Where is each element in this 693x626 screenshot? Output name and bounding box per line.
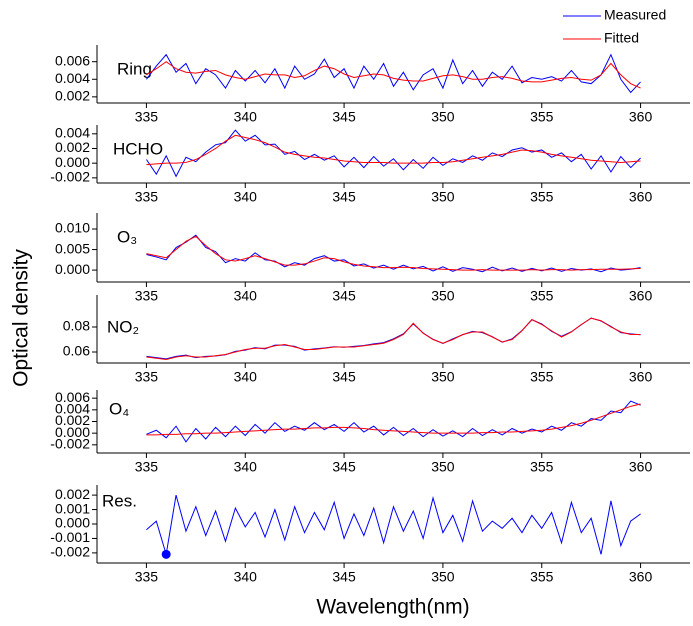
y-tick-label: 0.000: [55, 424, 90, 440]
panel-label: O₃: [117, 227, 137, 246]
y-tick-label: 0.006: [55, 389, 90, 405]
y-tick-label: -0.001: [50, 529, 90, 545]
x-tick-label: 355: [530, 459, 554, 475]
x-tick-label: 360: [629, 109, 653, 125]
y-tick-label: -0.002: [50, 436, 90, 452]
y-axis-label: Optical density: [10, 249, 33, 387]
x-tick-label: 345: [332, 459, 356, 475]
x-tick-label: 350: [431, 109, 455, 125]
x-tick-label: 345: [332, 109, 356, 125]
y-tick-label: 0.002: [55, 139, 90, 155]
x-tick-label: 340: [234, 569, 258, 585]
y-tick-label: 0.002: [55, 88, 90, 104]
y-tick-label: 0.000: [55, 515, 90, 531]
x-tick-label: 360: [629, 189, 653, 205]
x-tick-label: 350: [431, 288, 455, 304]
x-tick-label: 335: [135, 288, 159, 304]
y-tick-label: 0.005: [55, 240, 90, 256]
x-tick-label: 355: [530, 288, 554, 304]
y-tick-label: 0.006: [55, 52, 90, 68]
x-tick-label: 350: [431, 369, 455, 385]
x-tick-label: 355: [530, 109, 554, 125]
panel-label: HCHO: [113, 139, 163, 158]
series-line: [146, 134, 641, 166]
x-tick-label: 345: [332, 189, 356, 205]
y-tick-label: 0.08: [63, 318, 90, 334]
panel-label: Res.: [102, 491, 137, 510]
x-tick-label: 350: [431, 459, 455, 475]
x-tick-label: 340: [234, 459, 258, 475]
x-tick-label: 350: [431, 189, 455, 205]
y-tick-label: 0.002: [55, 486, 90, 502]
series-line: [146, 129, 641, 178]
y-tick-label: 0.000: [55, 154, 90, 170]
y-tick-label: 0.001: [55, 500, 90, 516]
legend-label: Measured: [604, 7, 666, 23]
y-tick-label: 0.004: [55, 125, 90, 141]
x-tick-label: 335: [135, 109, 159, 125]
x-tick-label: 350: [431, 569, 455, 585]
panel-label: O₄: [109, 399, 129, 418]
panel-label: Ring: [117, 59, 152, 78]
x-axis-label: Wavelength(nm): [316, 596, 469, 619]
point-marker: [161, 549, 171, 559]
series-line: [146, 400, 641, 443]
series-line: [146, 234, 641, 273]
series-line: [146, 235, 641, 271]
x-tick-label: 360: [629, 569, 653, 585]
x-tick-label: 355: [530, 189, 554, 205]
x-tick-label: 360: [629, 459, 653, 475]
x-tick-label: 345: [332, 288, 356, 304]
series-line: [146, 317, 641, 360]
x-tick-label: 340: [234, 109, 258, 125]
y-tick-label: 0.002: [55, 412, 90, 428]
x-tick-label: 335: [135, 369, 159, 385]
y-tick-label: -0.002: [50, 169, 90, 185]
y-tick-label: 0.004: [55, 70, 90, 86]
x-tick-label: 355: [530, 569, 554, 585]
y-tick-label: 0.06: [63, 343, 90, 359]
x-tick-label: 335: [135, 189, 159, 205]
series-line: [146, 61, 641, 89]
legend-label: Fitted: [604, 30, 639, 46]
x-tick-label: 340: [234, 288, 258, 304]
x-tick-label: 355: [530, 369, 554, 385]
x-tick-label: 345: [332, 569, 356, 585]
panel-label: NO₂: [107, 317, 139, 336]
x-tick-label: 335: [135, 569, 159, 585]
y-tick-label: 0.000: [55, 261, 90, 277]
x-tick-label: 340: [234, 369, 258, 385]
x-tick-label: 340: [234, 189, 258, 205]
y-tick-label: 0.010: [55, 220, 90, 236]
series-line: [146, 317, 641, 361]
series-line: [146, 53, 641, 94]
series-line: [146, 403, 641, 436]
x-tick-label: 360: [629, 369, 653, 385]
y-tick-label: -0.002: [50, 544, 90, 560]
x-tick-label: 360: [629, 288, 653, 304]
x-tick-label: 335: [135, 459, 159, 475]
x-tick-label: 345: [332, 369, 356, 385]
y-tick-label: 0.004: [55, 401, 90, 417]
series-line: [146, 494, 641, 555]
